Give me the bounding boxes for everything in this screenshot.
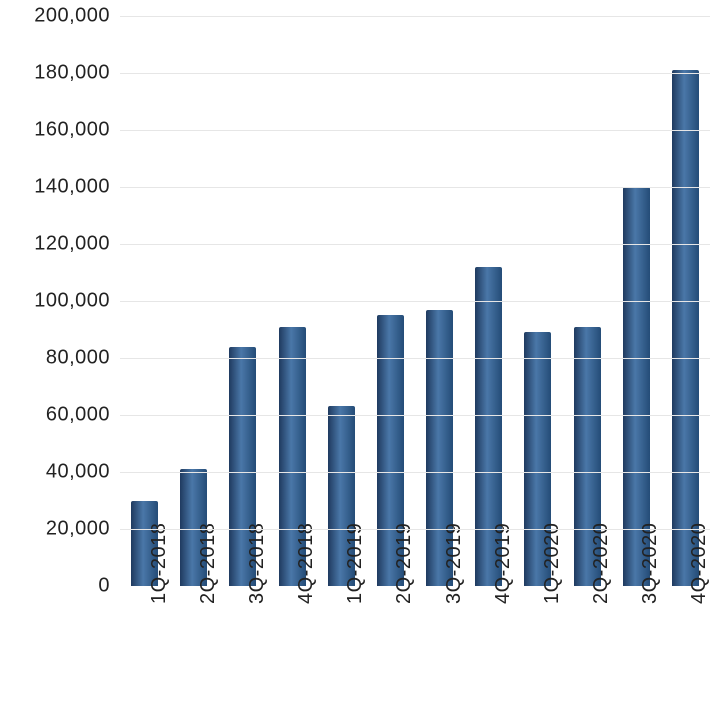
gridline: [120, 130, 710, 131]
gridline: [120, 529, 710, 530]
gridline: [120, 73, 710, 74]
x-axis-tick-label: 4Q-2020: [688, 523, 711, 604]
y-axis-tick-label: 200,000: [34, 5, 120, 28]
x-axis-tick-label: 3Q-2019: [443, 523, 466, 604]
y-axis-tick-label: 80,000: [46, 347, 120, 370]
x-axis-tick-label: 1Q-2020: [541, 523, 564, 604]
y-axis-tick-label: 100,000: [34, 290, 120, 313]
gridline: [120, 472, 710, 473]
x-axis-tick-label: 2Q-2018: [197, 523, 220, 604]
y-axis-tick-label: 0: [98, 575, 120, 598]
gridline: [120, 301, 710, 302]
x-axis-tick-label: 3Q-2020: [639, 523, 662, 604]
x-axis-tick-label: 1Q-2019: [344, 523, 367, 604]
y-axis-tick-label: 180,000: [34, 62, 120, 85]
x-axis-tick-label: 4Q-2018: [295, 523, 318, 604]
bar-chart: 1Q-2018 2Q-2018 3Q-2018 4Q-2018 1Q-2019 2Q-20…: [0, 0, 724, 724]
x-axis-tick-label: 4Q-2019: [492, 523, 515, 604]
y-axis-tick-label: 140,000: [34, 176, 120, 199]
y-axis-tick-label: 40,000: [46, 461, 120, 484]
x-axis-tick-label: 2Q-2020: [590, 523, 613, 604]
gridline: [120, 187, 710, 188]
x-axis-tick-label: 3Q-2018: [246, 523, 269, 604]
y-axis-tick-label: 160,000: [34, 119, 120, 142]
y-axis-tick-label: 20,000: [46, 518, 120, 541]
bar: [672, 70, 699, 586]
gridline: [120, 244, 710, 245]
y-axis-tick-label: 120,000: [34, 233, 120, 256]
gridline: [120, 358, 710, 359]
x-axis-tick-label: 2Q-2019: [393, 523, 416, 604]
y-axis-tick-label: 60,000: [46, 404, 120, 427]
x-axis-tick-label: 1Q-2018: [148, 523, 171, 604]
gridline: [120, 16, 710, 17]
plot-area: 1Q-20182Q-20183Q-20184Q-20181Q-20192Q-20…: [120, 16, 710, 586]
gridline: [120, 415, 710, 416]
